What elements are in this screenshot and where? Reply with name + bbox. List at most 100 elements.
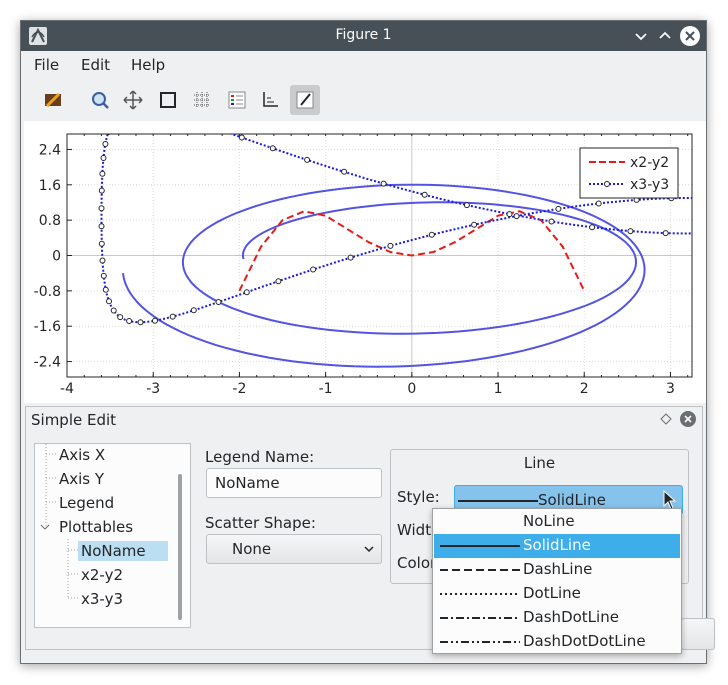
series-x3-y3-marker bbox=[471, 221, 478, 228]
series-x3-y3-marker bbox=[695, 231, 700, 236]
style-option-dashline[interactable]: DashLine bbox=[434, 558, 680, 582]
y-tick-label: -2.4 bbox=[34, 355, 61, 371]
minimize-button[interactable] bbox=[631, 26, 651, 46]
zoom-icon bbox=[92, 92, 109, 109]
series-x3-y3-marker bbox=[548, 218, 555, 225]
dock-title: Simple Edit bbox=[31, 411, 117, 429]
settings-icon bbox=[45, 92, 61, 108]
series-x3-y3-marker bbox=[380, 180, 387, 187]
series-x3-y3-marker bbox=[595, 200, 602, 207]
axes-tool-button[interactable] bbox=[255, 85, 285, 115]
app-icon bbox=[29, 27, 47, 45]
tree-item-legend[interactable]: Legend bbox=[59, 494, 115, 512]
y-tick-label: 1.6 bbox=[39, 178, 61, 194]
y-tick-label: 2.4 bbox=[39, 142, 61, 158]
tree-item-x3-y3[interactable]: x3-y3 bbox=[81, 590, 123, 608]
series-x3-y3-marker bbox=[137, 319, 144, 326]
mouse-cursor-icon bbox=[663, 490, 677, 510]
series-x3-y3-line bbox=[100, 134, 692, 324]
plot-canvas[interactable]: -4 -3 -2 -1 0 1 2 3 2.4 1.6 0.8 0 -0.8 -1.6 -2.4 x2-y2 x… bbox=[24, 121, 706, 403]
style-option-label: DashDotDotLine bbox=[523, 632, 646, 650]
apply-button[interactable] bbox=[681, 618, 715, 650]
legend-label: x3-y3 bbox=[630, 177, 669, 193]
series-x3-y3-marker bbox=[341, 168, 348, 175]
tree-item-axis-y[interactable]: Axis Y bbox=[59, 470, 105, 488]
chevron-down-icon bbox=[364, 546, 374, 553]
close-button[interactable] bbox=[680, 26, 700, 46]
maximize-button[interactable] bbox=[655, 26, 675, 46]
series-x3-y3-marker bbox=[100, 155, 107, 161]
series-x3-y3-marker bbox=[110, 121, 115, 125]
style-value: SolidLine bbox=[538, 491, 606, 509]
series-spiral-line bbox=[122, 183, 646, 368]
style-option-solidline[interactable]: SolidLine bbox=[434, 534, 680, 558]
scatter-shape-select[interactable]: None bbox=[206, 534, 382, 564]
legend-name-label: Legend Name: bbox=[205, 448, 315, 466]
menu-file[interactable]: File bbox=[34, 56, 60, 74]
series-x3-y3-marker bbox=[513, 213, 520, 220]
tree-lines bbox=[40, 444, 79, 599]
series-x3-y3-marker bbox=[463, 202, 470, 209]
dash-dot-dot-line-preview bbox=[440, 641, 520, 643]
legend-name-input[interactable]: NoName bbox=[206, 468, 382, 498]
x-tick-label: 1 bbox=[494, 381, 503, 397]
tree-scrollbar[interactable] bbox=[178, 474, 182, 620]
series-x3-y3-marker bbox=[106, 298, 112, 305]
series-x3-y3-marker bbox=[99, 170, 106, 177]
rect-select-tool-button[interactable] bbox=[153, 85, 183, 115]
style-option-label: DashLine bbox=[523, 560, 593, 578]
pan-tool-button[interactable] bbox=[118, 85, 148, 115]
menu-edit[interactable]: Edit bbox=[81, 56, 111, 74]
settings-tool-button[interactable] bbox=[38, 85, 68, 115]
dock-close-icon[interactable] bbox=[680, 411, 696, 427]
y-tick-label: -0.8 bbox=[34, 284, 61, 300]
series-x2-y2-line bbox=[238, 210, 586, 292]
series-x3-y3-marker bbox=[215, 299, 222, 305]
figure-window: Figure 1 File Edit Help bbox=[20, 20, 715, 664]
series-x3-y3-marker bbox=[100, 272, 107, 279]
series-x3-y3-marker bbox=[152, 317, 158, 324]
style-option-dotline[interactable]: DotLine bbox=[434, 582, 680, 606]
zoom-tool-button[interactable] bbox=[85, 85, 115, 115]
menu-help[interactable]: Help bbox=[131, 56, 166, 74]
x-tick-label: -4 bbox=[60, 381, 74, 397]
series-x3-y3-marker bbox=[169, 313, 176, 320]
legend-tool-button[interactable] bbox=[222, 85, 252, 115]
edit-tool-button[interactable] bbox=[290, 85, 320, 115]
series-x3-y3-marker bbox=[98, 223, 105, 230]
line-group-title: Line bbox=[523, 454, 556, 472]
series-x3-y3-marker bbox=[428, 231, 435, 238]
y-tick-label: -1.6 bbox=[34, 319, 61, 335]
axes-icon bbox=[263, 92, 278, 107]
style-option-label: NoLine bbox=[523, 512, 575, 530]
style-option-dashdotdotline[interactable]: DashDotDotLine bbox=[434, 630, 680, 654]
toolbar bbox=[21, 81, 706, 121]
tree-item-axis-x[interactable]: Axis X bbox=[59, 446, 106, 464]
tree-item-plottables[interactable]: Plottables bbox=[59, 518, 134, 536]
style-option-noline[interactable]: NoLine bbox=[434, 510, 680, 534]
float-icon[interactable] bbox=[660, 413, 672, 425]
x-tick-label: 0 bbox=[407, 381, 416, 397]
series-x3-y3-marker bbox=[304, 156, 311, 163]
legend-box bbox=[579, 147, 679, 199]
dash-dot-line-preview bbox=[440, 617, 520, 619]
x-tick-label: -2 bbox=[232, 381, 246, 397]
style-option-dashdotline[interactable]: DashDotLine bbox=[434, 606, 680, 630]
series-x3-y3-marker bbox=[106, 134, 111, 135]
y-tick-label: 0.8 bbox=[39, 213, 61, 229]
series-x3-y3-marker bbox=[188, 121, 193, 123]
style-label: Style: bbox=[397, 488, 440, 506]
window-title: Figure 1 bbox=[335, 27, 392, 43]
series-x3-y3-marker bbox=[662, 230, 669, 237]
plot-area[interactable]: -4 -3 -2 -1 0 1 2 3 2.4 1.6 0.8 0 -0.8 -1.6 -2.4 x2-y2 x… bbox=[24, 121, 706, 403]
chevron-up-icon bbox=[659, 31, 671, 39]
series-x3-y3-marker bbox=[190, 307, 197, 314]
series-x3-y3-marker bbox=[238, 134, 245, 141]
tree-item-noname[interactable]: NoName bbox=[78, 541, 168, 561]
plottable-tree[interactable]: Axis X Axis Y Legend Plottables NoName x… bbox=[34, 443, 191, 628]
grid-tool-button[interactable] bbox=[187, 85, 217, 115]
series-x3-y3-marker bbox=[269, 145, 276, 152]
series-x3-y3-marker bbox=[98, 240, 105, 247]
title-bar: Figure 1 bbox=[21, 21, 706, 51]
tree-item-x2-y2[interactable]: x2-y2 bbox=[81, 566, 123, 584]
